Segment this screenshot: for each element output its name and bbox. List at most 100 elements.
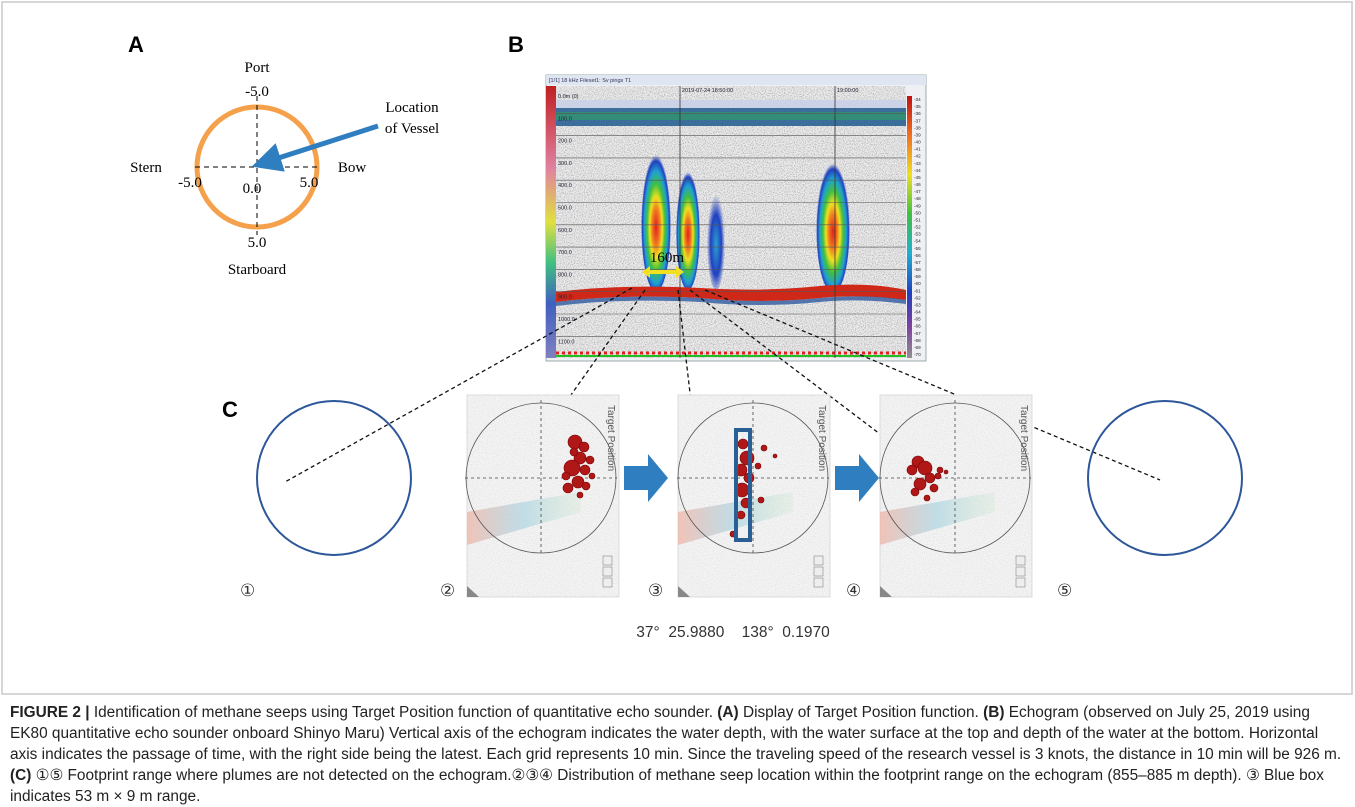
view-control (1016, 556, 1025, 565)
panel-label: B (508, 32, 524, 57)
panel-number: ④ (846, 581, 861, 600)
surface-band (556, 100, 906, 108)
target-echo (911, 488, 919, 496)
direction-label: Port (244, 60, 270, 76)
panel-number: ① (240, 581, 255, 600)
target-echo (737, 511, 745, 519)
colorbar-label: -64 (914, 310, 921, 315)
colorbar-label: -42 (914, 154, 921, 159)
colorbar-label: -51 (914, 217, 921, 222)
target-echo (579, 442, 589, 452)
colorbar-label: -39 (914, 132, 921, 137)
depth-label: 1000.0 (558, 317, 575, 323)
colorbar-label: -54 (914, 239, 921, 244)
target-echo (935, 473, 941, 479)
target-position-view: Target Position (677, 395, 830, 597)
target-position-view: Target Position (465, 395, 619, 597)
figure-label: FIGURE 2 | (10, 704, 90, 721)
view-speckle (467, 395, 619, 597)
panel-a: Port -5.0 Stern Bow -5.0 0.0 5.0 5.0 Sta… (130, 60, 439, 278)
pointer-label: of Vessel (385, 121, 439, 137)
target-echo (755, 463, 761, 469)
colorbar-label: -40 (914, 140, 921, 145)
view-control (814, 556, 823, 565)
caption: FIGURE 2 | Identification of methane see… (10, 702, 1348, 807)
view-control (1016, 567, 1025, 576)
plume (707, 190, 725, 290)
depth-label: 400.0 (558, 183, 572, 189)
target-echo (738, 439, 748, 449)
panel-label: A (128, 32, 144, 57)
view-control (814, 567, 823, 576)
depth-label: 200.0 (558, 139, 572, 145)
view-speckle (678, 395, 830, 597)
direction-label: Bow (338, 160, 367, 176)
caption-part-label: (A) (717, 704, 738, 721)
caption-part-label: (B) (983, 704, 1004, 721)
colorbar-label: -67 (914, 331, 921, 336)
colorbar-label: -62 (914, 295, 921, 300)
view-title: Target Position (1018, 405, 1029, 471)
colorbar-label: -69 (914, 345, 921, 350)
depth-label: 0.0m (0) (558, 94, 579, 100)
colorbar-label: -45 (914, 175, 921, 180)
colorbar-label: -36 (914, 111, 921, 116)
caption-text: Identification of methane seeps using Ta… (94, 704, 713, 721)
window-title: [1/1] 18 kHz Fileset1: Sv pings T1 (549, 78, 631, 84)
colorbar-label: -61 (914, 288, 921, 293)
left-colorbar (546, 86, 556, 358)
panel-number: ② (440, 581, 455, 600)
view-speckle (880, 395, 1032, 597)
depth-label: 500.0 (558, 206, 572, 212)
value-label: 5.0 (300, 175, 319, 191)
view-control (814, 578, 823, 587)
target-echo (577, 492, 583, 498)
panel-number: ③ (648, 581, 663, 600)
colorbar-label: -53 (914, 232, 921, 237)
scale-label: 160m (650, 250, 685, 266)
colorbar-label: -55 (914, 246, 921, 251)
colorbar-label: -57 (914, 260, 921, 265)
target-echo (773, 454, 777, 458)
depth-label: 1100.0 (558, 339, 574, 345)
depth-label: 300.0 (558, 161, 572, 167)
colorbar-label: -44 (914, 168, 921, 173)
echogram: [1/1] 18 kHz Fileset1: Sv pings T1 0.0m … (546, 75, 926, 361)
target-echo (582, 482, 590, 490)
page: A B C Port -5.0 Stern Bow -5.0 0.0 5.0 5… (0, 0, 1355, 783)
footprint-circle (257, 401, 411, 555)
colorbar-label: -70 (914, 352, 921, 357)
colorbar-label: -43 (914, 161, 921, 166)
colorbar-label: -52 (914, 225, 921, 230)
target-position-view: Target Position (879, 395, 1032, 597)
target-echo (563, 483, 573, 493)
time-label: 19:00:00 (837, 88, 858, 94)
view-control (603, 578, 612, 587)
depth-label: 800.0 (558, 272, 572, 278)
view-title: Target Position (605, 405, 616, 471)
colorbar-label: -48 (914, 196, 921, 201)
sequence-arrow (835, 454, 879, 502)
colorbar-label: -59 (914, 274, 921, 279)
value-label: -5.0 (178, 175, 202, 191)
target-echo (944, 470, 948, 474)
colorbar-label: -37 (914, 118, 921, 123)
depth-label: 600.0 (558, 228, 572, 234)
direction-label: Starboard (228, 262, 287, 278)
depth-label: 700.0 (558, 250, 572, 256)
view-control (603, 567, 612, 576)
view-control (603, 556, 612, 565)
pointer-arrow (266, 126, 378, 162)
colorbar-label: -46 (914, 182, 921, 187)
target-echo (937, 467, 943, 473)
colorbar-label: -34 (914, 97, 921, 102)
target-echo (758, 497, 764, 503)
footprint-circle (1088, 401, 1242, 555)
direction-label: Stern (130, 160, 162, 176)
value-label: 5.0 (248, 235, 267, 251)
colorbar-label: -38 (914, 125, 921, 130)
depth-label: 900.0 (558, 295, 572, 301)
colorbar-label: -66 (914, 324, 921, 329)
target-echo (586, 456, 594, 464)
colorbar-label: -58 (914, 267, 921, 272)
